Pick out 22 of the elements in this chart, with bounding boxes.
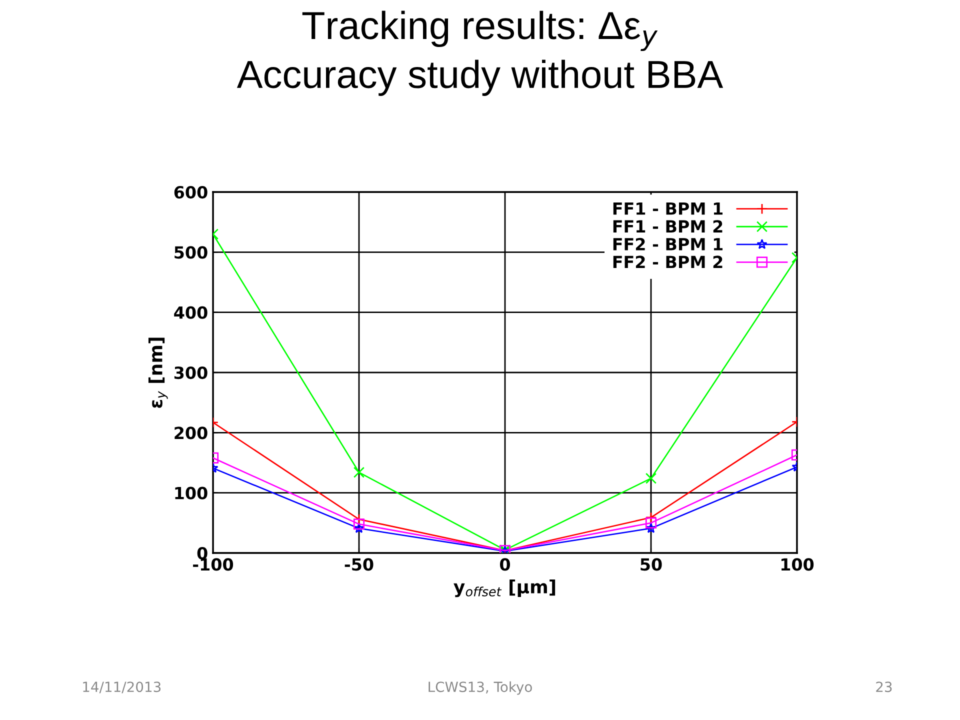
legend-label: FF1 - BPM 1 — [613, 202, 723, 215]
y-tick-label: 100 — [175, 486, 208, 500]
y-tick-label: 400 — [174, 306, 208, 319]
y-tick-label: 300 — [174, 366, 208, 380]
y-tick-label: 500 — [174, 246, 208, 259]
y-axis-title: ε$_{y}$ [nm] — [148, 338, 168, 408]
y-tick-label: 600 — [174, 186, 208, 199]
x-tick-label: -100 — [193, 558, 234, 571]
x-tick-label: -50 — [344, 558, 374, 571]
text: 23 — [876, 682, 892, 692]
text: 14/11/2013 — [83, 682, 161, 694]
x-tick-label: 0 — [500, 558, 510, 571]
y-tick-label: 0 — [197, 546, 208, 560]
chart-title: Tracking results: Δε$_{y}$ Accuracy study without BBA — [236, 10, 724, 96]
y-tick-label: 200 — [174, 426, 208, 440]
text: LCWS13, Tokyo — [428, 681, 532, 695]
x-axis-title: y$_{offset}$ [μm] — [454, 580, 556, 598]
legend-label: FF2 - BPM 1 — [613, 238, 723, 250]
legend-label: FF2 - BPM 2 — [613, 256, 722, 268]
x-tick-label: 100 — [781, 558, 814, 571]
legend-label: FF1 - BPM 2 — [613, 220, 722, 232]
x-tick-label: 50 — [640, 558, 662, 571]
